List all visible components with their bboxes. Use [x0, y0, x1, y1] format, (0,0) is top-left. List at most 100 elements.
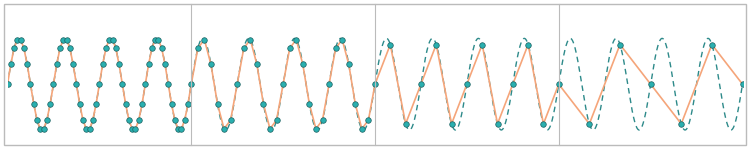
Point — [34, 128, 46, 130]
Point — [522, 43, 534, 46]
Point — [74, 103, 86, 105]
Point — [182, 103, 194, 105]
Point — [350, 103, 361, 105]
Point — [476, 43, 488, 46]
Point — [553, 83, 565, 85]
Point — [152, 38, 164, 41]
Point — [11, 38, 23, 41]
Point — [44, 103, 56, 105]
Point — [83, 128, 95, 130]
Point — [77, 119, 89, 121]
Point — [491, 123, 503, 125]
Point — [507, 83, 519, 85]
Point — [297, 63, 309, 66]
Point — [130, 128, 142, 130]
Point — [64, 47, 76, 50]
Point — [54, 47, 66, 50]
Point — [231, 83, 243, 85]
Point — [93, 83, 105, 85]
Point — [675, 123, 687, 125]
Point — [162, 83, 174, 85]
Point — [218, 128, 230, 130]
Point — [110, 47, 122, 50]
Point — [446, 123, 458, 125]
Point — [384, 43, 396, 46]
Point — [205, 63, 217, 66]
Point — [113, 63, 125, 66]
Point — [362, 119, 374, 121]
Point — [369, 83, 381, 85]
Point — [104, 38, 116, 41]
Point — [172, 128, 184, 130]
Point — [356, 128, 368, 130]
Point — [211, 103, 223, 105]
Point — [330, 47, 342, 50]
Point — [538, 123, 550, 125]
Point — [316, 119, 328, 121]
Point — [400, 123, 412, 125]
Point — [15, 38, 27, 41]
Point — [644, 83, 657, 85]
Point — [169, 119, 181, 121]
Point — [119, 103, 132, 105]
Point — [430, 43, 442, 46]
Point — [706, 43, 718, 46]
Point — [146, 47, 158, 50]
Point — [51, 63, 63, 66]
Point — [97, 63, 109, 66]
Point — [238, 47, 250, 50]
Point — [133, 119, 145, 121]
Point — [343, 63, 355, 66]
Point — [90, 103, 102, 105]
Point — [149, 38, 161, 41]
Point — [251, 63, 262, 66]
Point — [61, 38, 73, 41]
Point — [31, 119, 43, 121]
Point — [323, 83, 335, 85]
Point — [70, 83, 82, 85]
Point — [136, 103, 148, 105]
Point — [290, 38, 302, 41]
Point — [415, 83, 427, 85]
Point — [166, 103, 178, 105]
Point — [185, 83, 197, 85]
Point — [21, 63, 33, 66]
Point — [176, 128, 188, 130]
Point — [47, 83, 59, 85]
Point — [8, 47, 20, 50]
Point — [264, 128, 276, 130]
Point — [67, 63, 79, 66]
Point — [159, 63, 171, 66]
Point — [198, 38, 210, 41]
Point — [142, 63, 154, 66]
Point — [284, 47, 296, 50]
Point — [553, 83, 565, 85]
Point — [303, 103, 315, 105]
Point — [87, 119, 99, 121]
Point — [584, 123, 596, 125]
Point — [140, 83, 152, 85]
Point — [126, 128, 138, 130]
Point — [28, 103, 40, 105]
Point — [225, 119, 237, 121]
Point — [123, 119, 135, 121]
Point — [25, 83, 37, 85]
Point — [257, 103, 269, 105]
Point — [100, 47, 112, 50]
Point — [271, 119, 283, 121]
Point — [40, 119, 53, 121]
Point — [244, 38, 256, 41]
Point — [18, 47, 30, 50]
Point — [57, 38, 69, 41]
Point — [614, 43, 626, 46]
Point — [116, 83, 128, 85]
Point — [106, 38, 118, 41]
Point — [80, 128, 92, 130]
Point — [178, 119, 190, 121]
Point — [310, 128, 322, 130]
Point — [4, 63, 16, 66]
Point — [736, 83, 748, 85]
Point — [185, 83, 197, 85]
Point — [38, 128, 50, 130]
Point — [336, 38, 348, 41]
